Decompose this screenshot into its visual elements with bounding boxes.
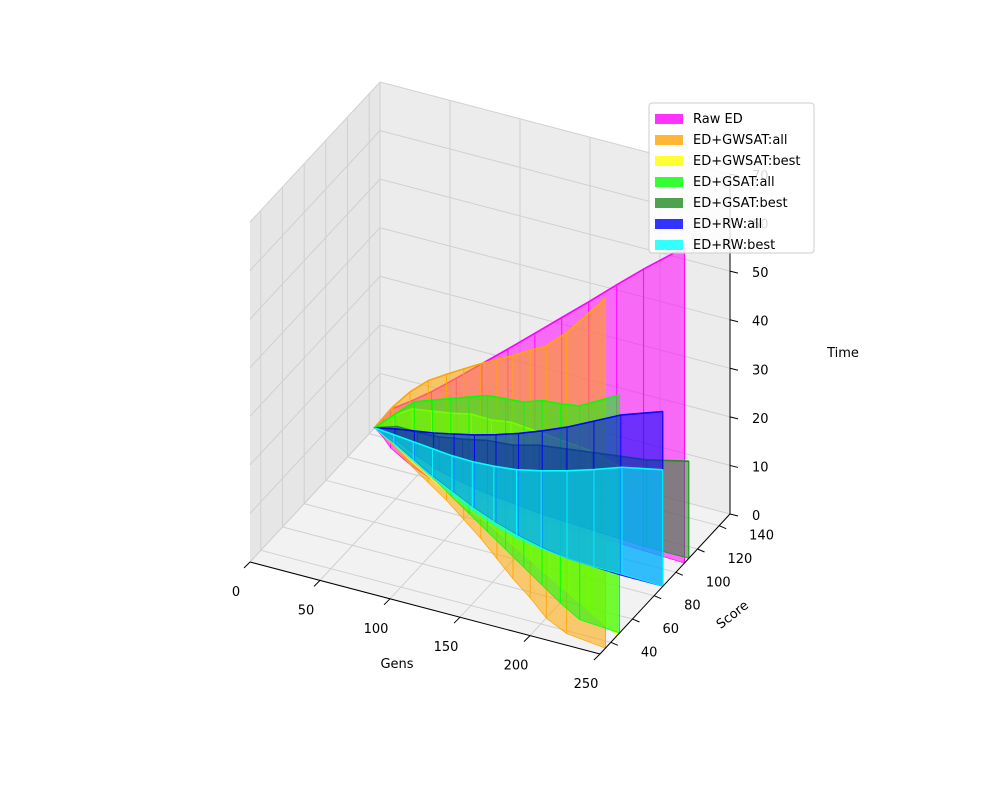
- z-gridline: [249, 81, 731, 223]
- legend-swatch: [655, 114, 683, 124]
- x-tick-label: 0: [232, 585, 240, 600]
- legend-label: Raw ED: [693, 112, 743, 127]
- x-axis-line: [249, 561, 601, 655]
- legend-swatch: [655, 219, 683, 229]
- legend: Raw ED ED+GWSAT:all ED+GWSAT:best ED+GSAT:a…: [648, 102, 815, 254]
- y-tick: [653, 595, 662, 600]
- x-tick-label: 100: [364, 622, 389, 637]
- z-gridline: [249, 130, 731, 271]
- y-tick-label: 40: [641, 645, 658, 660]
- z-gridline: [249, 178, 731, 320]
- y-tick-label: 80: [684, 599, 701, 614]
- z-tick: [729, 464, 739, 468]
- x-tick: [453, 616, 461, 624]
- series-line: [373, 297, 606, 429]
- y-axis-line: [599, 513, 731, 655]
- z-tick-label: 30: [752, 363, 769, 378]
- y-tick: [675, 571, 684, 576]
- x-tick-label: 200: [504, 659, 529, 674]
- legend-label: ED+RW:all: [693, 217, 762, 232]
- x-tick: [593, 653, 601, 661]
- y-axis-label: Score: [714, 598, 752, 632]
- x-tick-label: 250: [574, 677, 599, 692]
- z-tick-label: 20: [752, 412, 769, 427]
- x-tick-label: 50: [298, 603, 315, 618]
- z-tick-label: 50: [752, 266, 769, 281]
- y-tick: [632, 618, 640, 623]
- z-tick-label: 40: [752, 315, 769, 330]
- x-axis-label: Gens: [380, 657, 413, 672]
- legend-label: ED+RW:best: [693, 238, 775, 253]
- legend-label: ED+GWSAT:best: [693, 154, 800, 169]
- z-tick-label: 0: [752, 509, 760, 524]
- x-tick: [383, 598, 391, 606]
- y-tick: [697, 548, 705, 553]
- legend-swatch: [655, 198, 683, 208]
- y-tick-label: 140: [749, 529, 774, 544]
- y-tick-label: 60: [663, 622, 680, 637]
- x-tick: [313, 580, 321, 587]
- x-tick: [523, 635, 531, 642]
- x-tick-label: 150: [434, 640, 459, 655]
- z-axis-label: Time: [826, 346, 859, 361]
- y-tick-label: 120: [728, 552, 753, 567]
- legend-label: ED+GSAT:best: [693, 196, 788, 211]
- z-tick: [729, 270, 739, 274]
- series-line: [374, 394, 620, 429]
- z-tick: [729, 416, 739, 420]
- series-layer: [373, 246, 690, 649]
- legend-label: ED+GWSAT:all: [693, 133, 788, 148]
- legend-box: [648, 102, 815, 254]
- series-line: [374, 427, 663, 472]
- y-tick-label: 100: [706, 575, 731, 590]
- z-tick-label: 10: [752, 460, 769, 475]
- legend-swatch: [655, 240, 683, 250]
- legend-swatch: [655, 177, 683, 187]
- x-tick: [243, 561, 251, 569]
- z-tick: [729, 367, 739, 371]
- legend-swatch: [655, 156, 683, 166]
- z-tick: [729, 513, 739, 517]
- y-tick: [718, 525, 727, 530]
- series-6: [374, 427, 664, 587]
- z-tick: [729, 319, 739, 323]
- y-tick: [610, 641, 619, 646]
- legend-label: ED+GSAT:all: [693, 175, 775, 190]
- legend-swatch: [655, 135, 683, 145]
- series-line: [374, 410, 663, 436]
- axes-layer: 0 50 100 150 200 250 40 60 80 100 120 140 0 10 20 30 40 5…: [232, 169, 859, 692]
